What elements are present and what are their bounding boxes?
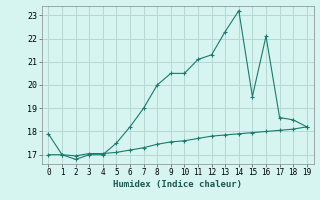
X-axis label: Humidex (Indice chaleur): Humidex (Indice chaleur) [113, 180, 242, 189]
